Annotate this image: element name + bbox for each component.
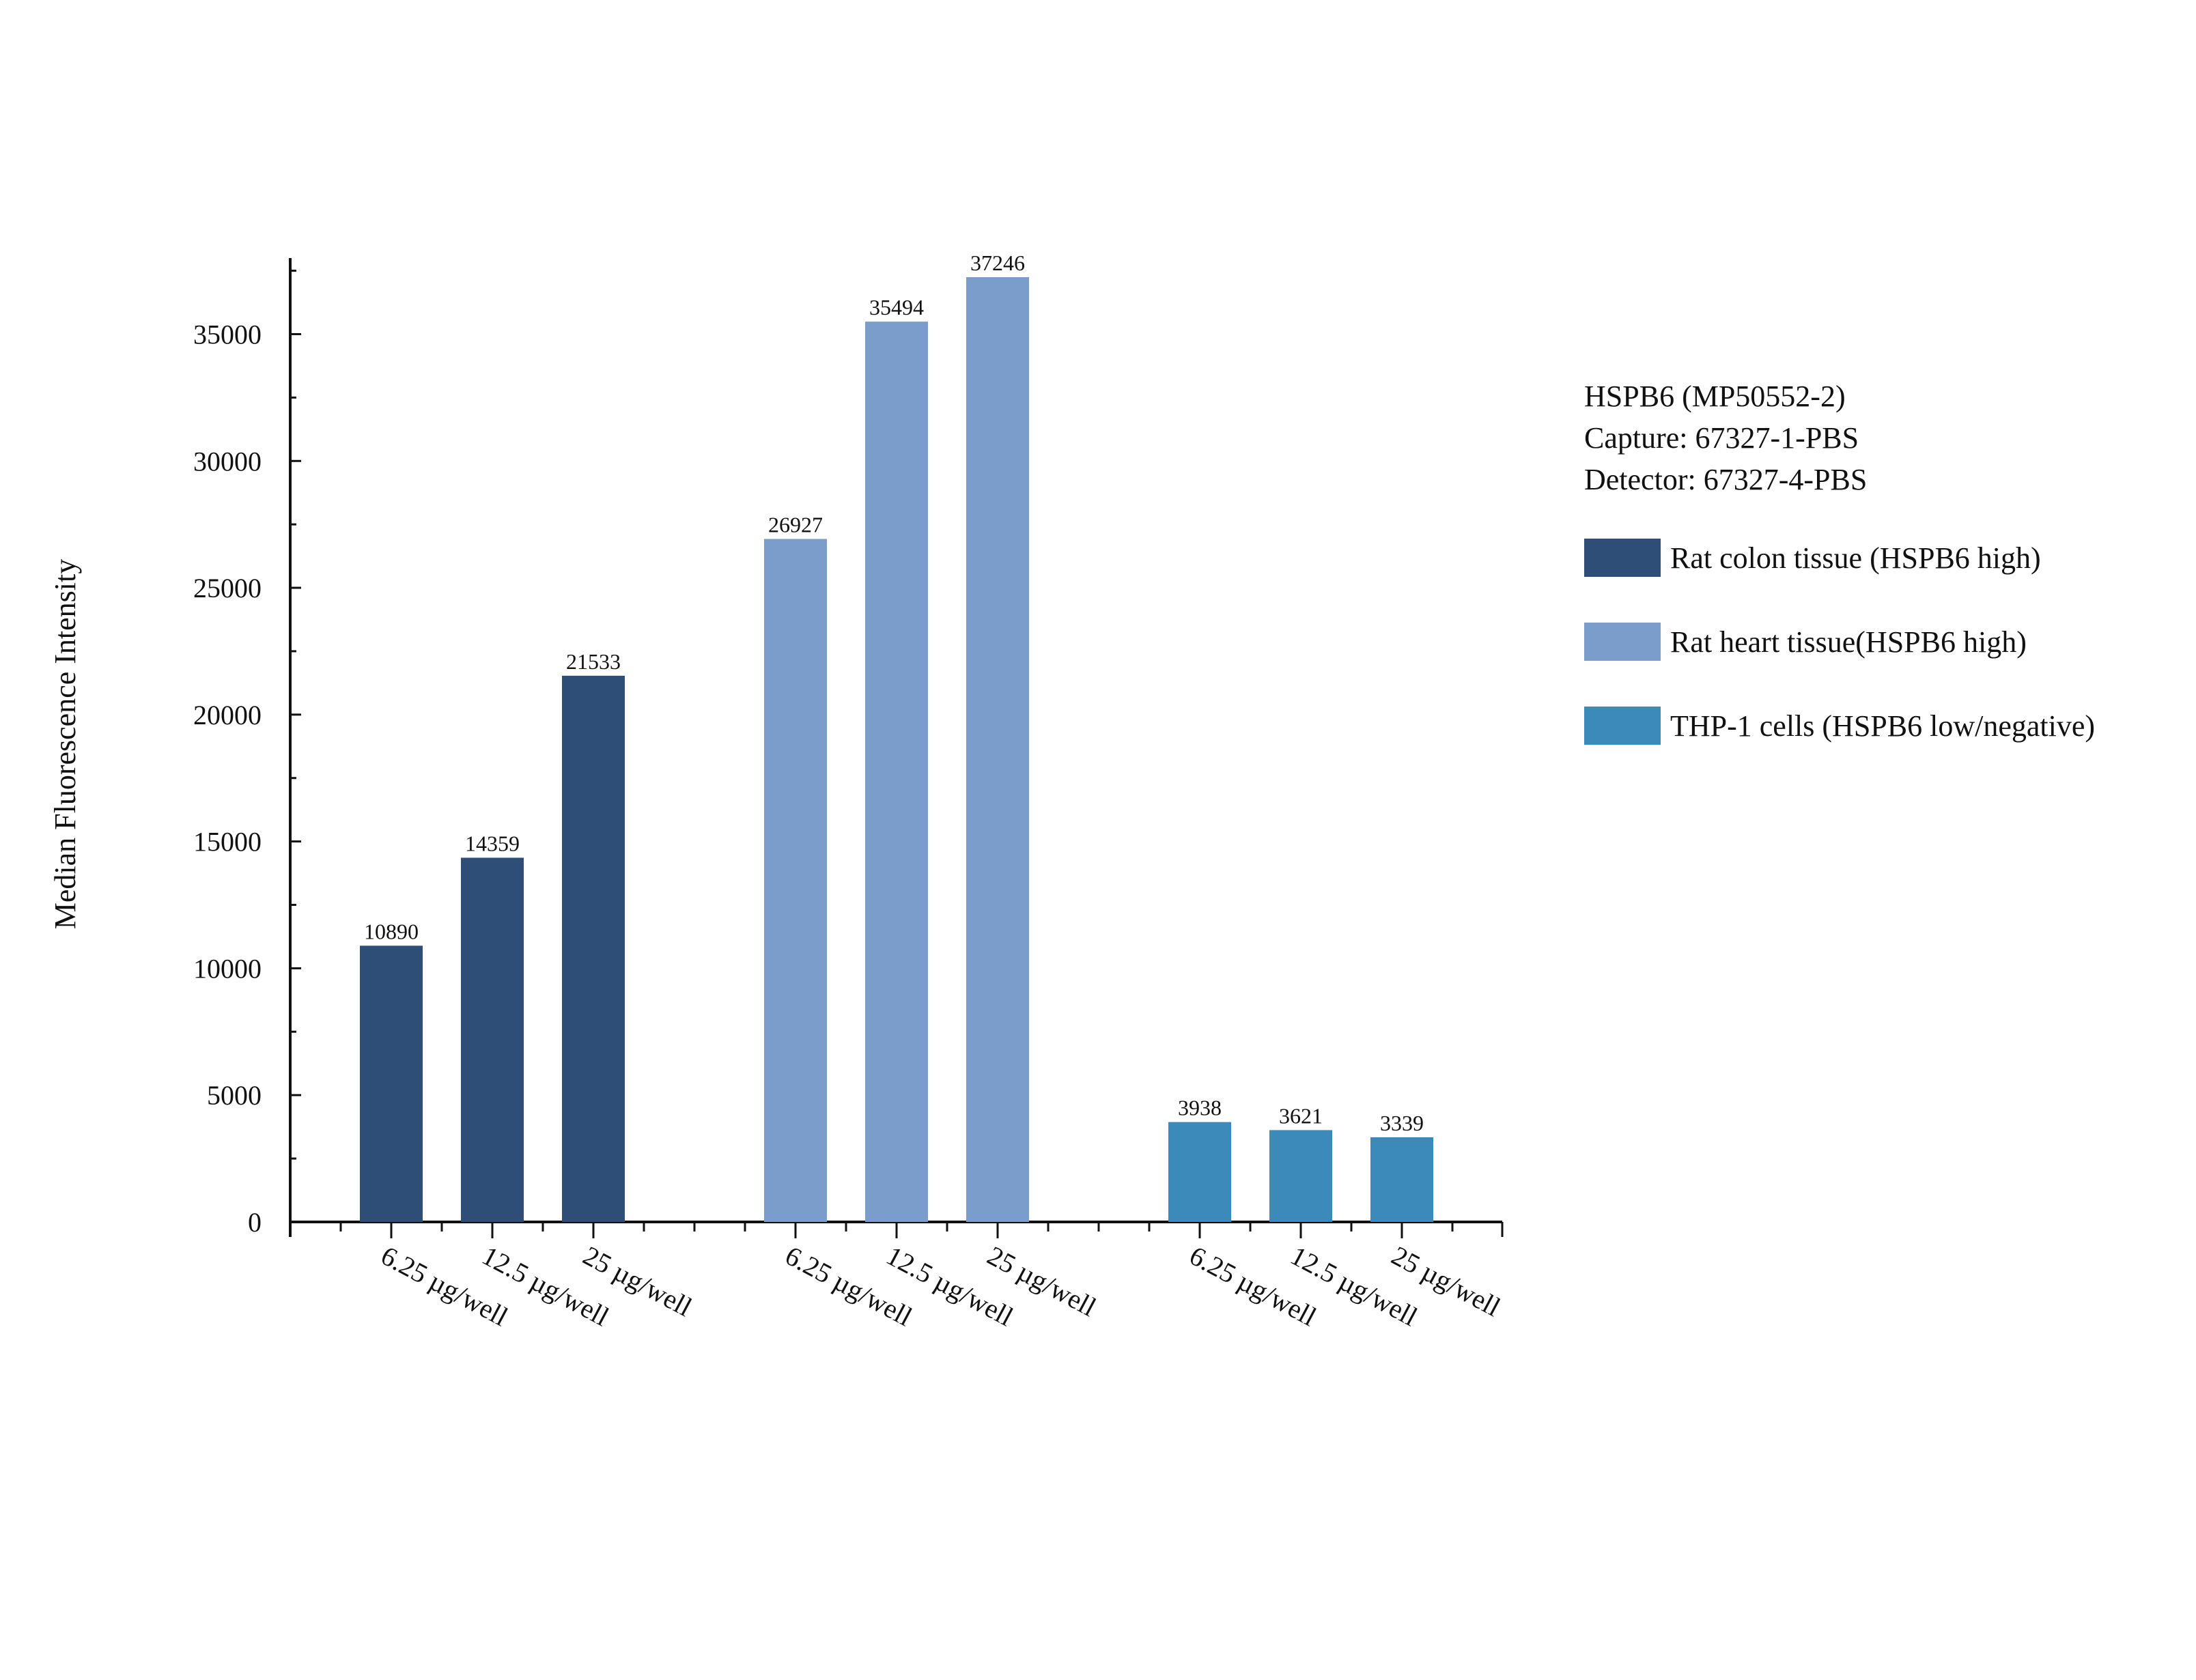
plot-area: 0 5000 10000 15000 20000 25000 30000 35000 10890… <box>193 251 1506 1332</box>
y-axis-title-group: Median Fluorescence Intensity <box>48 559 82 930</box>
data-label: 3938 <box>1178 1096 1222 1120</box>
assay-info-target: HSPB6 (MP50552-2) <box>1584 380 1846 413</box>
bar-2-0 <box>1168 1122 1231 1222</box>
assay-info: HSPB6 (MP50552-2) Capture: 67327-1-PBS D… <box>1584 375 2095 500</box>
bar-0-2 <box>562 675 625 1222</box>
bar-0-1 <box>461 857 524 1222</box>
bar-2-2 <box>1370 1137 1433 1222</box>
legend-swatch-rat-colon <box>1584 539 1661 577</box>
data-label: 21533 <box>566 649 621 674</box>
y-tick-label: 15000 <box>193 827 262 857</box>
legend-item-thp1: THP-1 cells (HSPB6 low/negative) <box>1584 705 2095 746</box>
bar-0-0 <box>360 945 423 1222</box>
y-tick-label: 0 <box>248 1207 262 1238</box>
legend-item-rat-heart: Rat heart tissue(HSPB6 high) <box>1584 621 2095 662</box>
y-tick-label: 35000 <box>193 319 262 350</box>
data-label: 35494 <box>869 295 924 319</box>
legend-item-rat-colon: Rat colon tissue (HSPB6 high) <box>1584 537 2095 578</box>
data-label: 14359 <box>465 831 520 855</box>
data-label: 37246 <box>970 251 1025 275</box>
legend-items: Rat colon tissue (HSPB6 high) Rat heart … <box>1584 537 2095 746</box>
legend-swatch-rat-heart <box>1584 623 1661 661</box>
legend-label-rat-colon: Rat colon tissue (HSPB6 high) <box>1670 541 2041 575</box>
y-tick-label: 5000 <box>207 1080 262 1111</box>
y-tick-label: 25000 <box>193 573 262 603</box>
bar-1-0 <box>764 539 827 1222</box>
legend-label-rat-heart: Rat heart tissue(HSPB6 high) <box>1670 625 2027 659</box>
assay-info-capture: Capture: 67327-1-PBS <box>1584 421 1859 455</box>
bar-1-2 <box>966 277 1029 1222</box>
legend: HSPB6 (MP50552-2) Capture: 67327-1-PBS D… <box>1584 375 2095 789</box>
legend-swatch-thp1 <box>1584 707 1661 745</box>
y-tick-label: 10000 <box>193 953 262 984</box>
y-tick-label: 30000 <box>193 446 262 476</box>
bar-1-1 <box>865 322 928 1222</box>
assay-info-detector: Detector: 67327-4-PBS <box>1584 463 1868 496</box>
data-label: 3621 <box>1279 1103 1323 1128</box>
data-label: 26927 <box>768 512 823 537</box>
bar-2-1 <box>1269 1130 1332 1222</box>
data-label: 3339 <box>1380 1111 1424 1135</box>
legend-label-thp1: THP-1 cells (HSPB6 low/negative) <box>1670 709 2096 743</box>
y-tick-label: 20000 <box>193 700 262 730</box>
y-axis-title: Median Fluorescence Intensity <box>48 559 82 930</box>
data-label: 10890 <box>364 919 419 943</box>
